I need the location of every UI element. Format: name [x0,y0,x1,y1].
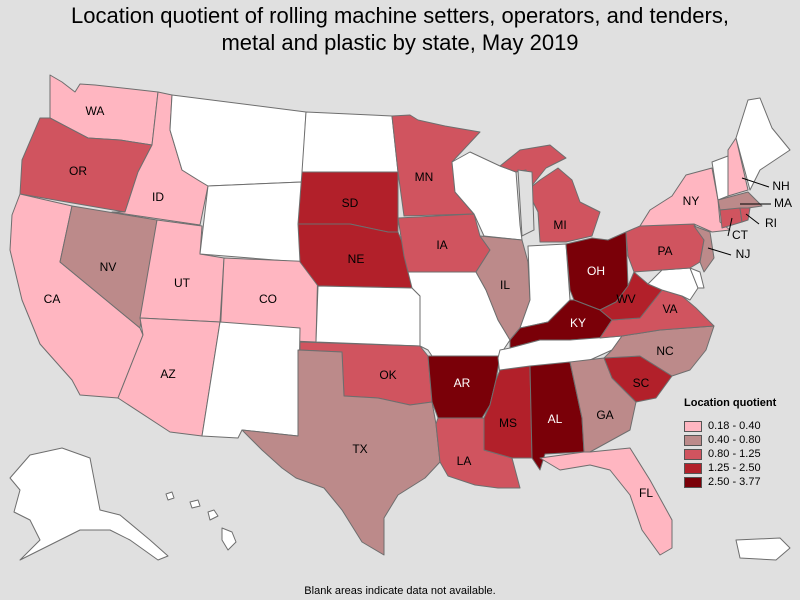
state-NV[interactable] [59,205,158,329]
state-WY[interactable] [199,181,303,263]
state-label-NH: NH [772,179,789,193]
state-DE[interactable] [689,267,705,289]
legend-item: 1.25 - 2.50 [684,461,776,475]
state-label-NC: NC [656,344,674,358]
leader-line-NJ [707,247,732,256]
state-label-NE: NE [348,252,365,266]
leader-line-RI [745,213,760,225]
state-label-MS: MS [499,416,517,430]
state-label-AR: AR [454,376,471,390]
state-label-VA: VA [662,302,677,316]
legend-swatch [684,476,702,488]
legend-item: 0.18 - 0.40 [684,419,776,433]
legend-item: 0.40 - 0.80 [684,433,776,447]
state-label-SD: SD [342,196,359,210]
leader-line-CT [727,217,733,237]
state-label-IA: IA [436,238,447,252]
legend-swatch [684,420,702,432]
lake-michigan [517,169,535,237]
state-label-PA: PA [657,244,672,258]
title-line-2: metal and plastic by state, May 2019 [221,30,579,55]
state-label-MN: MN [415,170,434,184]
state-label-GA: GA [596,408,613,422]
state-label-CA: CA [44,292,61,306]
state-KS[interactable] [315,285,421,347]
state-label-OK: OK [379,368,396,382]
state-label-CT: CT [732,228,749,242]
map-title: Location quotient of rolling machine set… [0,2,800,56]
state-label-LA: LA [457,454,472,468]
state-ND[interactable] [301,111,399,173]
legend-label: 0.40 - 0.80 [708,434,761,446]
state-label-NY: NY [683,194,700,208]
state-label-KY: KY [570,316,586,330]
state-label-AL: AL [548,412,563,426]
state-MT[interactable] [169,94,307,187]
state-label-TX: TX [352,442,367,456]
legend-swatch [684,448,702,460]
state-label-RI: RI [765,216,777,230]
state-label-SC: SC [633,376,650,390]
legend-item: 0.80 - 1.25 [684,447,776,461]
state-label-MI: MI [553,218,566,232]
legend-rows: 0.18 - 0.40 0.40 - 0.80 0.80 - 1.25 1.25 - … [684,419,776,489]
state-label-MA: MA [774,196,792,210]
legend-title: Location quotient [684,397,777,409]
state-RI[interactable] [739,207,751,223]
state-CT[interactable] [719,207,743,229]
legend-label: 2.50 - 3.77 [708,476,761,488]
state-NJ[interactable] [693,225,715,273]
state-FL[interactable] [539,447,673,556]
state-label-OH: OH [587,264,605,278]
legend-item: 2.50 - 3.77 [684,475,776,489]
legend-label: 1.25 - 2.50 [708,462,761,474]
state-WI[interactable] [451,151,523,241]
state-HI[interactable] [165,491,237,551]
state-label-NV: NV [100,260,117,274]
state-TX[interactable] [241,349,441,556]
state-label-ID: ID [152,190,164,204]
legend-label: 0.80 - 1.25 [708,448,761,460]
state-label-WA: WA [86,104,105,118]
leader-line-NH [741,177,770,188]
state-AK[interactable] [9,447,169,561]
state-MA[interactable] [717,191,763,211]
state-labels: WA OR CA ID NV UT AZ CO SD NE OK TX MN IA AR LA MS AL GA FL… [44,104,792,500]
state-PR[interactable] [735,537,791,561]
title-line-1: Location quotient of rolling machine set… [71,3,729,28]
state-label-NJ: NJ [736,247,751,261]
state-label-FL: FL [639,486,653,500]
state-label-IL: IL [500,278,510,292]
state-label-OR: OR [69,164,87,178]
footnote: Blank areas indicate data not available. [304,585,496,597]
legend-swatch [684,462,702,474]
legend: Location quotient 0.18 - 0.40 0.40 - 0.80… [684,397,776,489]
legend-swatch [684,434,702,446]
state-label-CO: CO [259,292,277,306]
legend-label: 0.18 - 0.40 [708,420,761,432]
state-ME[interactable] [735,97,791,191]
state-NH[interactable] [727,137,749,197]
state-label-WV: WV [616,292,635,306]
state-label-UT: UT [174,276,191,290]
state-label-AZ: AZ [160,367,175,381]
